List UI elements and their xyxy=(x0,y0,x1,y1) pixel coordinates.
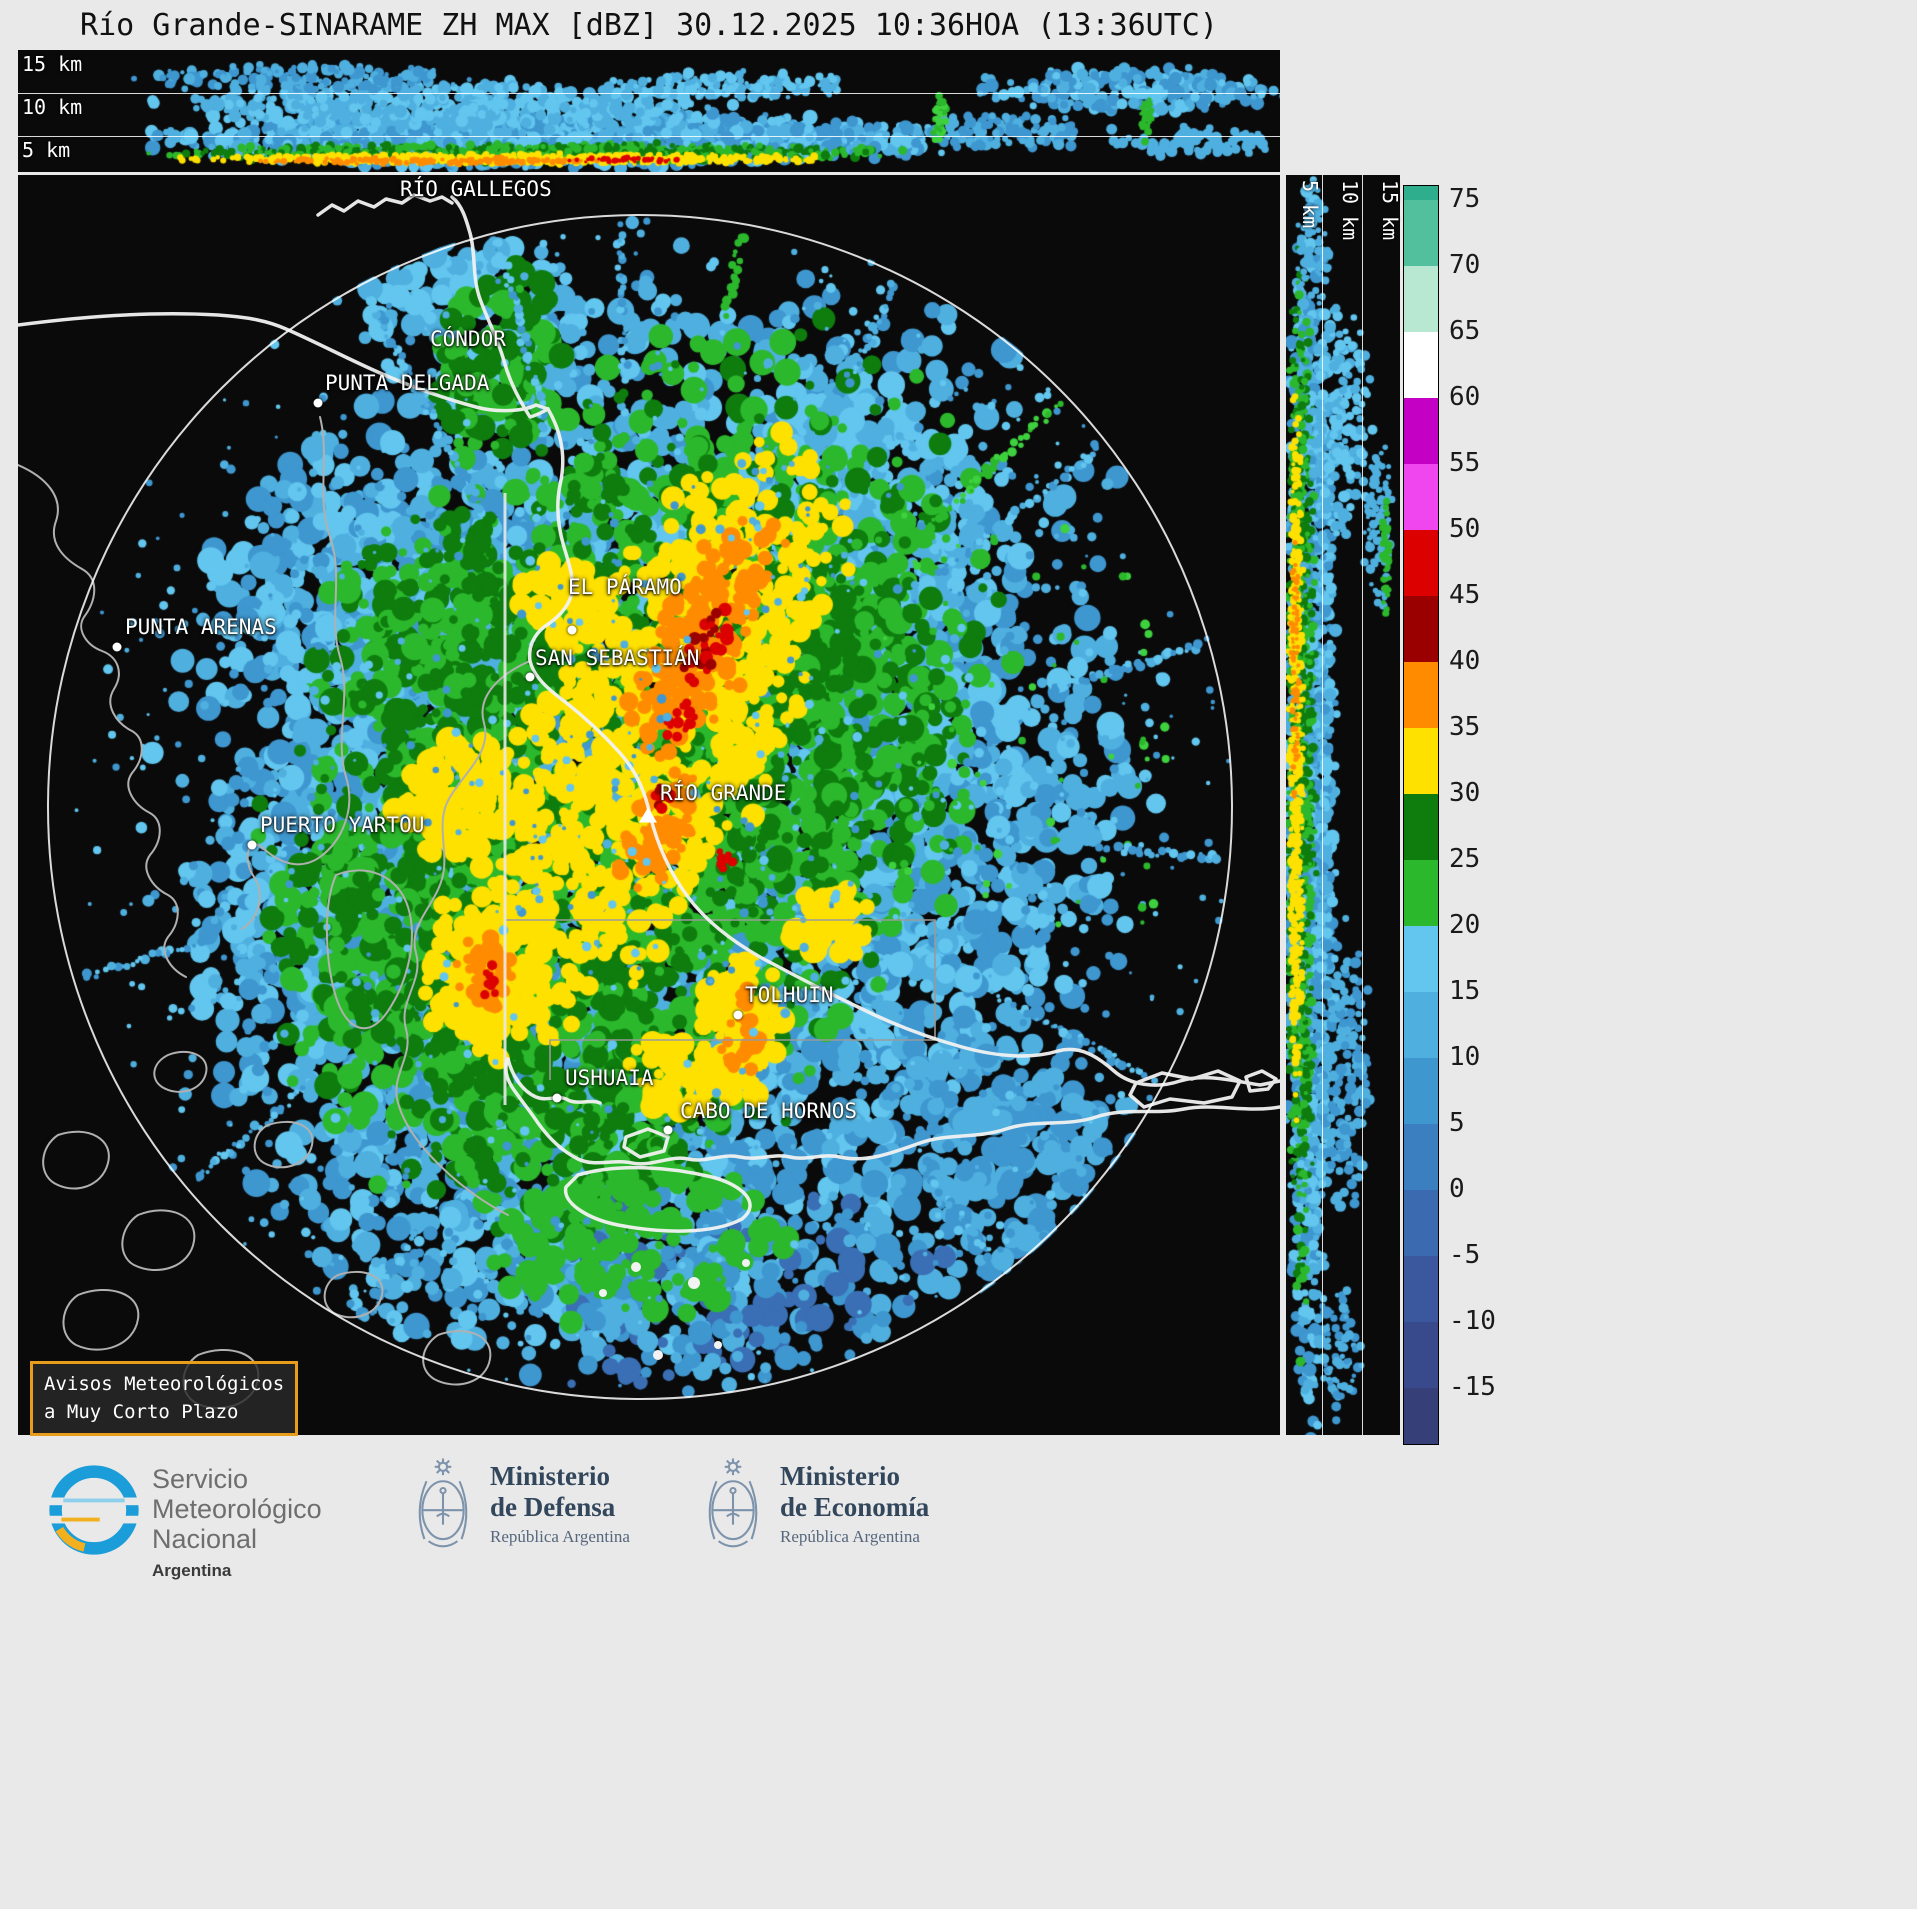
city-dot-puerto-yartou xyxy=(247,840,257,850)
right-cross-section-panel: 5 km 10 km 15 km xyxy=(1286,175,1402,1435)
warning-box[interactable]: Avisos Meteorológicos a Muy Corto Plazo xyxy=(30,1361,299,1437)
city-label-san-sebasti-n: SAN SEBASTIÁN xyxy=(535,646,700,670)
reflectivity-colorbar xyxy=(1403,185,1439,1445)
altitude-label-5km: 5 km xyxy=(22,138,71,162)
colorbar-tick--10: -10 xyxy=(1449,1306,1496,1336)
colorbar-segment xyxy=(1404,1256,1438,1322)
colorbar-tick-15: 15 xyxy=(1449,976,1481,1006)
colorbar-segment xyxy=(1404,1058,1438,1124)
smn-country: Argentina xyxy=(152,1560,232,1580)
economia-sub: República Argentina xyxy=(780,1526,920,1546)
altitude-label-15km: 15 km xyxy=(1378,180,1402,241)
colorbar-segment xyxy=(1404,266,1438,332)
footer: Servicio Meteorológico Nacional Argentin… xyxy=(0,1448,1490,1618)
coat-of-arms-icon xyxy=(708,1458,758,1548)
colorbar-tick-75: 75 xyxy=(1449,184,1481,214)
colorbar-tick-35: 35 xyxy=(1449,712,1481,742)
altitude-label-10km: 10 km xyxy=(22,95,83,119)
smn-wordmark: Servicio Meteorológico Nacional Argentin… xyxy=(152,1464,322,1581)
city-dot-punta-arenas xyxy=(112,642,122,652)
altitude-gridline-5km xyxy=(1322,175,1323,1435)
top-cross-section-panel: 15 km 10 km 5 km xyxy=(18,50,1280,172)
colorbar-tick-70: 70 xyxy=(1449,250,1481,280)
colorbar-segment xyxy=(1404,992,1438,1058)
colorbar-tick-65: 65 xyxy=(1449,316,1481,346)
defensa-sub: República Argentina xyxy=(490,1526,630,1546)
colorbar-tick-30: 30 xyxy=(1449,778,1481,808)
colorbar-tick-45: 45 xyxy=(1449,580,1481,610)
ministry-defensa: Ministerio de Defensa República Argentin… xyxy=(412,1456,630,1552)
city-label-ushuaia: USHUAIA xyxy=(565,1066,654,1090)
city-dot-cabo-de-hornos xyxy=(663,1125,673,1135)
city-label-punta-delgada: PUNTA DELGADA xyxy=(325,371,490,395)
page-title: Río Grande-SINARAME ZH MAX [dBZ] 30.12.2… xyxy=(80,8,1218,43)
radar-map-panel: RÍO GALLEGOS CÓNDOR PUNTA DELGADA PUNTA ARE… xyxy=(18,175,1280,1437)
colorbar-segment xyxy=(1404,1322,1438,1388)
city-label-el-p-ramo: EL PÁRAMO xyxy=(568,575,682,599)
colorbar-segment xyxy=(1404,464,1438,530)
city-label-puerto-yartou: PUERTO YARTOU xyxy=(260,813,425,837)
colorbar-tick-40: 40 xyxy=(1449,646,1481,676)
colorbar-tick-20: 20 xyxy=(1449,910,1481,940)
city-label-c-ndor: CÓNDOR xyxy=(430,327,506,351)
colorbar-segment xyxy=(1404,1124,1438,1190)
colorbar-tick-55: 55 xyxy=(1449,448,1481,478)
city-dot-san-sebasti-n xyxy=(525,672,535,682)
colorbar-tick-25: 25 xyxy=(1449,844,1481,874)
colorbar-segment xyxy=(1404,398,1438,464)
top-cross-section-echoes xyxy=(18,50,1280,172)
coat-of-arms-icon xyxy=(418,1458,468,1548)
altitude-label-5km: 5 km xyxy=(1298,180,1322,229)
defensa-line2: de Defensa xyxy=(490,1491,616,1522)
altitude-gridline-10km xyxy=(18,136,1280,137)
colorbar-tick--15: -15 xyxy=(1449,1372,1496,1402)
colorbar-tick-0: 0 xyxy=(1449,1174,1465,1204)
colorbar-tick-10: 10 xyxy=(1449,1042,1481,1072)
altitude-gridline-10km xyxy=(1362,175,1363,1435)
colorbar-segment xyxy=(1404,530,1438,596)
city-dot-el-p-ramo xyxy=(567,625,577,635)
economia-wordmark: Ministerio de Economía xyxy=(780,1461,929,1521)
colorbar-segment xyxy=(1404,1190,1438,1256)
colorbar-tick-60: 60 xyxy=(1449,382,1481,412)
colorbar-segment xyxy=(1404,926,1438,992)
altitude-label-10km: 10 km xyxy=(1338,180,1362,241)
economia-line2: de Economía xyxy=(780,1491,930,1522)
colorbar-segment xyxy=(1404,794,1438,860)
colorbar-segment xyxy=(1404,860,1438,926)
colorbar-tick--5: -5 xyxy=(1449,1240,1481,1270)
ministry-economia: Ministerio de Economía República Argenti… xyxy=(702,1456,929,1552)
city-label-cabo-de-hornos: CABO DE HORNOS xyxy=(680,1099,858,1123)
altitude-gridline-15km xyxy=(18,93,1280,94)
colorbar-segment xyxy=(1404,662,1438,728)
smn-logo-icon xyxy=(47,1465,141,1555)
city-label-tolhuin: TOLHUIN xyxy=(745,983,834,1007)
smn-line3: Nacional xyxy=(152,1524,258,1555)
city-label-r-o-grande: RÍO GRANDE xyxy=(660,781,787,805)
smn-line2: Meteorológico xyxy=(152,1494,322,1525)
economia-line1: Ministerio xyxy=(780,1461,900,1492)
defensa-wordmark: Ministerio de Defensa xyxy=(490,1461,630,1521)
colorbar-tick-5: 5 xyxy=(1449,1108,1465,1138)
colorbar-segment xyxy=(1404,200,1438,266)
city-label-r-o-gallegos: RÍO GALLEGOS xyxy=(400,177,552,201)
city-dot-ushuaia xyxy=(552,1093,562,1103)
colorbar-segment xyxy=(1404,332,1438,398)
colorbar-segment xyxy=(1404,596,1438,662)
radar-echo-canvas xyxy=(18,175,1280,1435)
city-dot-tolhuin xyxy=(733,1010,743,1020)
colorbar-segment xyxy=(1404,728,1438,794)
altitude-label-15km: 15 km xyxy=(22,52,83,76)
colorbar-tick-50: 50 xyxy=(1449,514,1481,544)
colorbar-segment xyxy=(1404,1388,1438,1444)
city-label-punta-arenas: PUNTA ARENAS xyxy=(125,615,277,639)
warning-box-line1: Avisos Meteorológicos xyxy=(44,1373,285,1395)
colorbar-segment xyxy=(1404,186,1438,200)
city-dot-punta-delgada xyxy=(313,398,323,408)
smn-line1: Servicio xyxy=(152,1464,249,1494)
defensa-line1: Ministerio xyxy=(490,1461,610,1492)
right-cross-section-echoes xyxy=(1286,175,1400,1435)
warning-box-line2: a Muy Corto Plazo xyxy=(44,1400,239,1423)
